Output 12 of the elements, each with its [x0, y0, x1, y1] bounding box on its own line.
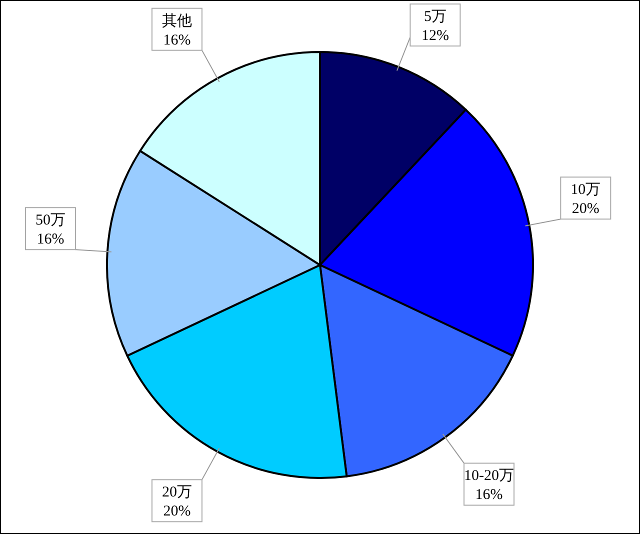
slice-label: 50万 [35, 212, 66, 229]
slice-label: 其他 [162, 12, 192, 30]
slice-label: 10-20万 [464, 468, 514, 484]
data-label: 20% [163, 504, 191, 520]
data-label: 16% [163, 32, 191, 48]
slice-label: 10万 [570, 182, 601, 198]
slice-label: 5万 [424, 9, 446, 25]
data-label: 12% [421, 28, 449, 44]
data-label: 16% [475, 487, 503, 504]
data-label: 20% [572, 201, 600, 218]
data-label: 16% [36, 232, 64, 248]
slice-label: 20万 [162, 484, 192, 501]
